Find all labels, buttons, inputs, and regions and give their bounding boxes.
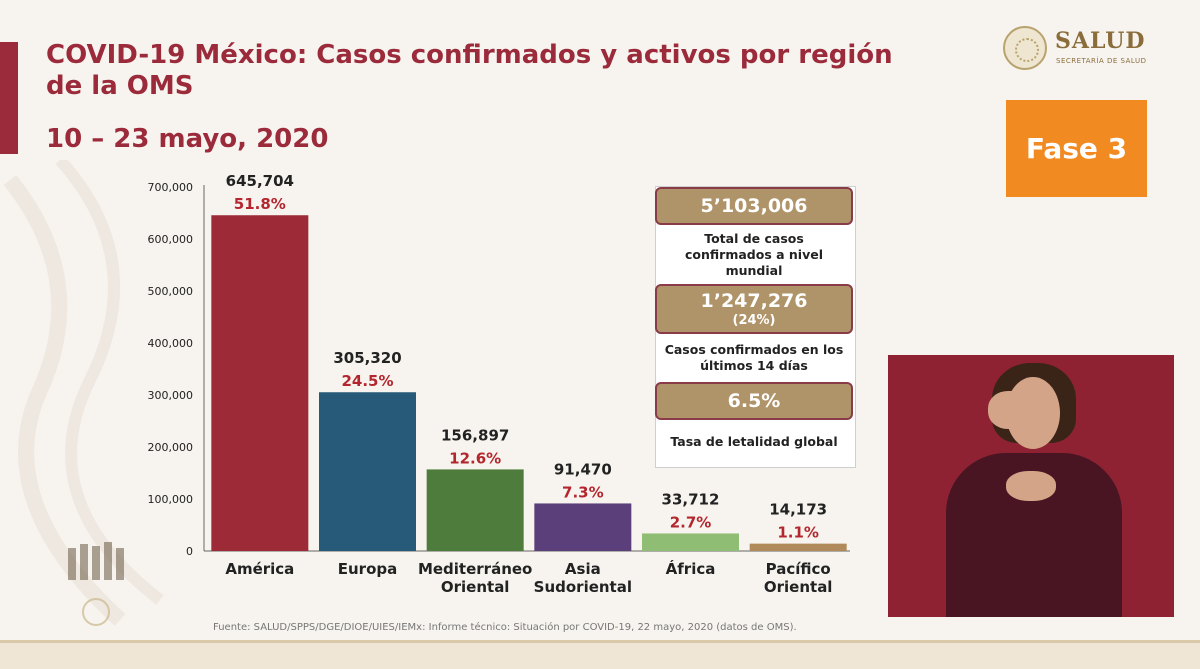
percent-label: 1.1% (777, 524, 819, 542)
percent-label: 12.6% (449, 449, 501, 467)
percent-label: 24.5% (341, 372, 393, 390)
bar (534, 503, 632, 551)
footer-band (0, 640, 1200, 669)
x-tick-label: Sudoriental (534, 578, 632, 596)
y-tick-label: 300,000 (148, 389, 194, 402)
x-tick-label: Pacífico (766, 560, 831, 578)
data-label: 14,173 (769, 501, 827, 519)
date-range: 10 – 23 mayo, 2020 (46, 124, 329, 154)
x-tick-label: Oriental (441, 578, 510, 596)
percent-label: 2.7% (670, 513, 712, 531)
heritage-emblem (64, 540, 132, 588)
bar-chart: 0 100,000 200,000 300,000 400,000 500,000 600,… (148, 172, 850, 596)
data-label: 91,470 (554, 460, 612, 478)
logo-subtext: SECRETARÍA DE SALUD (1056, 57, 1147, 65)
recent-total-pill: 1’247,276 (24%) (655, 284, 853, 334)
lethality-value: 6.5% (655, 382, 853, 420)
percent-label: 7.3% (562, 483, 604, 501)
x-tick-label: Mediterráneo (418, 560, 532, 578)
background-ornament (0, 155, 170, 630)
global-total-caption: Total de casos confirmados a nivel mundi… (685, 231, 823, 278)
recent-total-caption: Casos confirmados en los últimos 14 días (664, 342, 844, 373)
y-tick-label: 700,000 (148, 181, 194, 194)
x-tick-label: Europa (338, 560, 398, 578)
y-tick-label: 200,000 (148, 441, 194, 454)
interpreter-hand (988, 391, 1032, 429)
page-title: COVID-19 México: Casos confirmados y act… (46, 40, 893, 101)
bar (426, 469, 524, 551)
data-label: 33,712 (662, 490, 720, 508)
data-label: 305,320 (333, 349, 401, 367)
source-note: Fuente: SALUD/SPPS/DGE/DIOE/UIES/IEMx: I… (213, 622, 797, 633)
seal-icon (1003, 26, 1047, 70)
bar (642, 533, 739, 551)
salud-logo: SALUD SECRETARÍA DE SALUD (1003, 26, 1153, 72)
title-accent-bar (0, 42, 18, 154)
y-tick-label: 500,000 (148, 285, 194, 298)
recent-total-percent: (24%) (732, 313, 776, 328)
sign-language-interpreter (888, 355, 1174, 617)
interpreter-hand-lower (1006, 471, 1056, 501)
y-tick-label: 600,000 (148, 233, 194, 246)
data-label: 645,704 (226, 172, 294, 190)
global-total-value: 5’103,006 (655, 187, 853, 225)
phase-badge: Fase 3 (1006, 100, 1147, 197)
footer-divider (0, 640, 1200, 643)
x-tick-label: África (666, 559, 716, 578)
x-tick-label: América (225, 560, 294, 578)
y-tick-label: 100,000 (148, 493, 194, 506)
percent-label: 51.8% (234, 195, 286, 213)
y-tick-label: 400,000 (148, 337, 194, 350)
x-tick-label: Asia (565, 560, 601, 578)
y-tick-label: 0 (186, 545, 193, 558)
bar (211, 215, 309, 551)
data-label: 156,897 (441, 426, 509, 444)
logo-text: SALUD (1055, 28, 1146, 54)
x-tick-label: Oriental (764, 578, 833, 596)
lethality-caption: Tasa de letalidad global (670, 434, 838, 449)
footer-seal-icon (82, 598, 110, 626)
recent-total-value: 1’247,276 (700, 290, 808, 312)
bar (319, 392, 416, 551)
bar (749, 543, 847, 551)
